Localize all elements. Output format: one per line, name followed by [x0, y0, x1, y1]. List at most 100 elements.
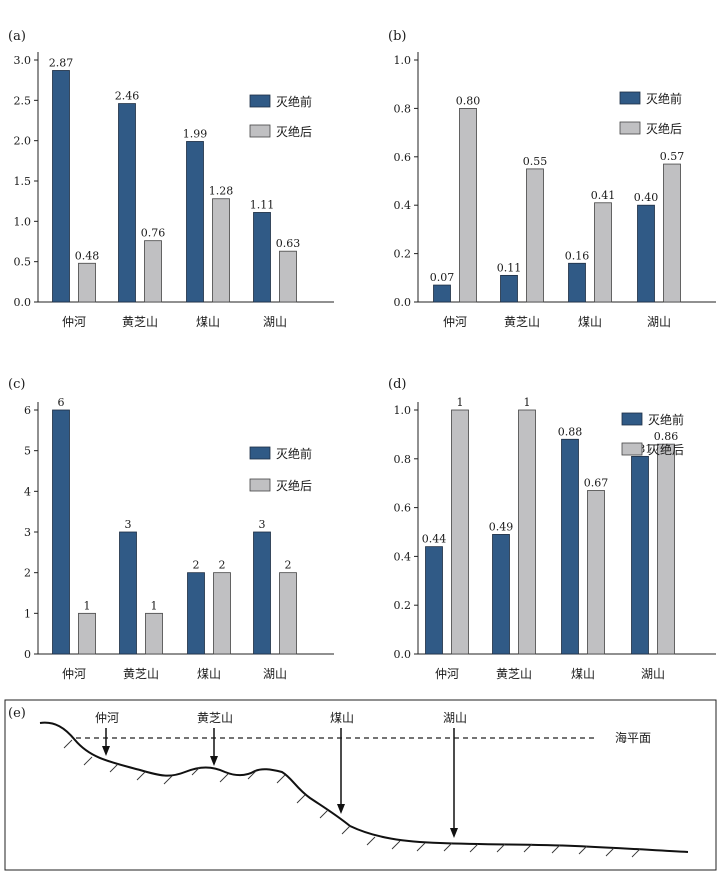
y-tick-label: 0.0 — [394, 648, 412, 661]
data-label: 3 — [259, 518, 266, 531]
bar-before — [52, 409, 70, 655]
bar-after — [212, 198, 230, 303]
data-label: 1 — [524, 396, 531, 409]
chart-a: 0.0 0.5 1.0 1.5 2.0 2.5 3.0 2.87 0.48 仲河 2.46 0.76 黄… — [14, 52, 334, 329]
legend-label: 灭绝后 — [648, 442, 684, 457]
bar-before — [637, 204, 655, 303]
y-tick-label: 1.0 — [14, 215, 32, 228]
y-tick-label: 0.8 — [394, 102, 412, 115]
x-tick-label: 湖山 — [641, 666, 665, 681]
x-tick-label: 煤山 — [571, 667, 595, 681]
data-label: 2 — [193, 559, 200, 572]
y-tick-label: 5 — [24, 445, 31, 458]
seafloor-hatching — [63, 739, 641, 858]
data-label: 0.11 — [497, 261, 522, 274]
site-label: 仲河 — [95, 711, 119, 725]
y-tick-label: 1 — [24, 607, 31, 620]
data-label: 0.76 — [141, 227, 166, 240]
bar-before — [119, 531, 137, 655]
x-tick-label: 黄芝山 — [123, 666, 159, 681]
bar-before — [492, 534, 510, 655]
y-tick-label: 3 — [24, 526, 31, 539]
x-tick-label: 黄芝山 — [122, 314, 158, 329]
x-tick-label: 仲河 — [435, 667, 459, 681]
bar-before — [253, 212, 271, 303]
legend-label: 灭绝后 — [276, 478, 312, 493]
data-label: 0.80 — [456, 94, 481, 107]
arrow-head-icon — [210, 756, 218, 766]
legend-swatch — [621, 412, 643, 426]
y-tick-label: 0.8 — [394, 453, 412, 466]
bar-before — [118, 103, 136, 303]
data-label: 2.46 — [115, 90, 140, 103]
data-label: 0.41 — [591, 189, 616, 202]
legend-label: 灭绝后 — [276, 124, 312, 139]
chart-b: 0.0 0.2 0.4 0.6 0.8 1.0 0.07 0.80 仲河 0.11 0.55 黄芝山 0… — [394, 52, 716, 329]
x-tick-label: 煤山 — [196, 315, 220, 329]
bar-after — [526, 168, 544, 303]
data-label: 1.28 — [209, 185, 234, 198]
y-tick-label: 0.0 — [394, 296, 412, 309]
y-tick-label: 0.6 — [394, 151, 412, 164]
bar-after — [78, 262, 96, 303]
data-label: 2.87 — [49, 56, 74, 69]
legend-swatch — [619, 121, 641, 135]
data-label: 0.67 — [584, 477, 609, 490]
y-tick-label: 0.4 — [394, 199, 412, 212]
bar-after — [78, 612, 96, 655]
bar-after — [145, 612, 163, 655]
y-tick-label: 2 — [24, 567, 31, 580]
bar-after — [459, 108, 477, 303]
panel-e: (e) 海平面 — [4, 699, 717, 871]
bar-before — [500, 274, 518, 303]
data-label: 0.63 — [276, 237, 301, 250]
site-label: 湖山 — [443, 710, 467, 725]
panel-label-b: (b) — [388, 29, 406, 44]
bar-after — [657, 443, 675, 655]
data-label: 1.11 — [250, 198, 275, 211]
bar-after — [144, 240, 162, 303]
y-tick-label: 6 — [24, 404, 31, 417]
data-label: 3 — [125, 518, 132, 531]
data-label: 0.57 — [660, 150, 685, 163]
data-label: 0.88 — [558, 425, 583, 438]
y-tick-label: 0.6 — [394, 502, 412, 515]
legend-swatch — [249, 446, 271, 460]
bar-after — [594, 202, 612, 303]
y-tick-label: 2.5 — [14, 94, 32, 107]
legend-swatch — [249, 124, 271, 138]
y-tick-label: 0.4 — [394, 550, 412, 563]
data-label: 0.49 — [489, 520, 514, 533]
bar-before — [631, 455, 649, 655]
arrow-head-icon — [450, 828, 458, 838]
x-tick-label: 煤山 — [578, 315, 602, 329]
legend-label: 灭绝前 — [646, 91, 682, 106]
y-tick-label: 0.2 — [394, 599, 412, 612]
data-label: 1 — [151, 599, 158, 612]
data-label: 0.44 — [422, 533, 447, 546]
y-tick-label: 0 — [24, 648, 31, 661]
legend-swatch — [621, 442, 643, 456]
data-label: 0.07 — [430, 271, 455, 284]
legend-label: 灭绝前 — [276, 446, 312, 461]
data-label: 2 — [285, 559, 292, 572]
x-tick-label: 湖山 — [263, 666, 287, 681]
legend-label: 灭绝前 — [648, 412, 684, 427]
data-label: 1 — [457, 396, 464, 409]
arrow-head-icon — [102, 746, 110, 756]
panel-d: (d) 0.0 0.2 0.4 0.6 0.8 1.0 0.44 1 仲河 0.49 1 黄芝山 0.8… — [388, 377, 716, 681]
y-tick-label: 1.0 — [394, 54, 412, 67]
chart-d: 0.0 0.2 0.4 0.6 0.8 1.0 0.44 1 仲河 0.49 1 黄芝山 0.88 0.6… — [394, 396, 716, 681]
site-huangzhishan: 黄芝山 — [197, 710, 233, 766]
y-tick-label: 1.5 — [14, 175, 32, 188]
panel-e-frame — [4, 699, 717, 871]
y-tick-label: 0.5 — [14, 256, 32, 269]
x-tick-label: 湖山 — [647, 314, 671, 329]
site-label: 煤山 — [330, 711, 354, 725]
bar-before — [52, 70, 70, 303]
bar-after — [279, 572, 297, 655]
data-label: 0.16 — [565, 249, 590, 262]
